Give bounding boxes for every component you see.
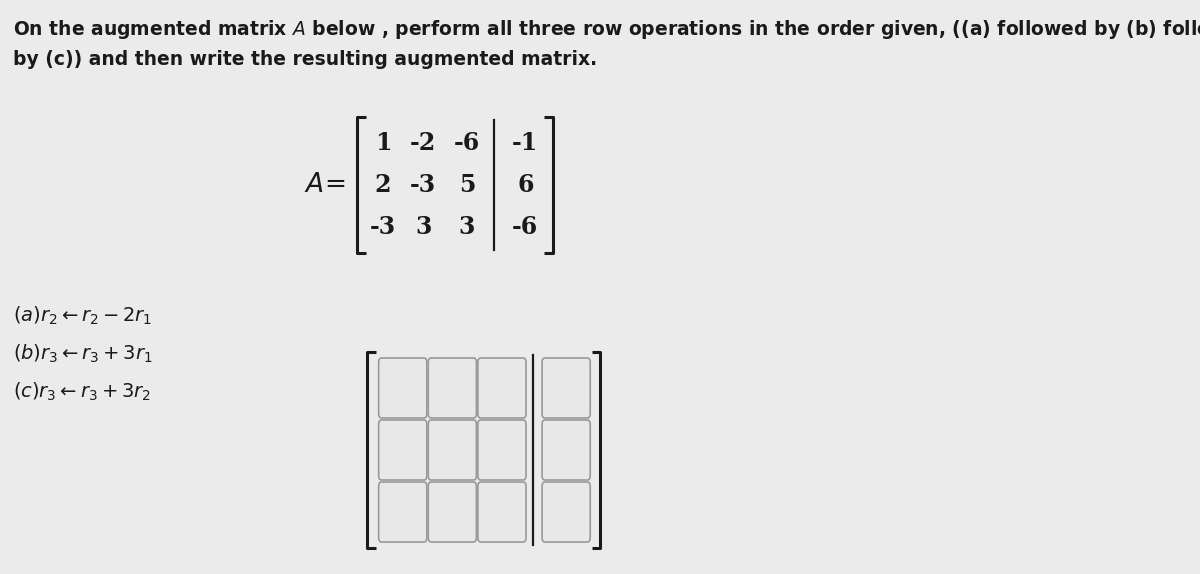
Text: $A\!=\!$: $A\!=\!$ (304, 172, 346, 198)
Text: -3: -3 (410, 173, 437, 197)
Text: -2: -2 (410, 131, 437, 155)
FancyBboxPatch shape (428, 358, 476, 418)
Text: $(b)r_3 \leftarrow r_3 + 3r_1$: $(b)r_3 \leftarrow r_3 + 3r_1$ (13, 343, 152, 365)
FancyBboxPatch shape (542, 482, 590, 542)
Text: -6: -6 (454, 131, 480, 155)
FancyBboxPatch shape (542, 420, 590, 480)
Text: 3: 3 (415, 215, 431, 239)
FancyBboxPatch shape (478, 420, 526, 480)
FancyBboxPatch shape (379, 482, 427, 542)
Text: 2: 2 (374, 173, 391, 197)
Text: 3: 3 (458, 215, 475, 239)
Text: 1: 1 (374, 131, 391, 155)
FancyBboxPatch shape (428, 482, 476, 542)
FancyBboxPatch shape (478, 482, 526, 542)
Text: On the augmented matrix $\mathit{A}$ below , perform all three row operations in: On the augmented matrix $\mathit{A}$ bel… (13, 18, 1200, 41)
FancyBboxPatch shape (542, 358, 590, 418)
Text: -6: -6 (512, 215, 539, 239)
Text: -3: -3 (370, 215, 396, 239)
FancyBboxPatch shape (478, 358, 526, 418)
Text: by (c)) and then write the resulting augmented matrix.: by (c)) and then write the resulting aug… (13, 50, 598, 69)
FancyBboxPatch shape (428, 420, 476, 480)
Text: $(c)r_3 \leftarrow r_3 + 3r_2$: $(c)r_3 \leftarrow r_3 + 3r_2$ (13, 381, 151, 404)
Text: 5: 5 (458, 173, 475, 197)
Text: 6: 6 (517, 173, 534, 197)
FancyBboxPatch shape (379, 358, 427, 418)
Text: -1: -1 (512, 131, 539, 155)
FancyBboxPatch shape (379, 420, 427, 480)
Text: $(a)r_2 \leftarrow r_2 - 2r_1$: $(a)r_2 \leftarrow r_2 - 2r_1$ (13, 305, 152, 327)
